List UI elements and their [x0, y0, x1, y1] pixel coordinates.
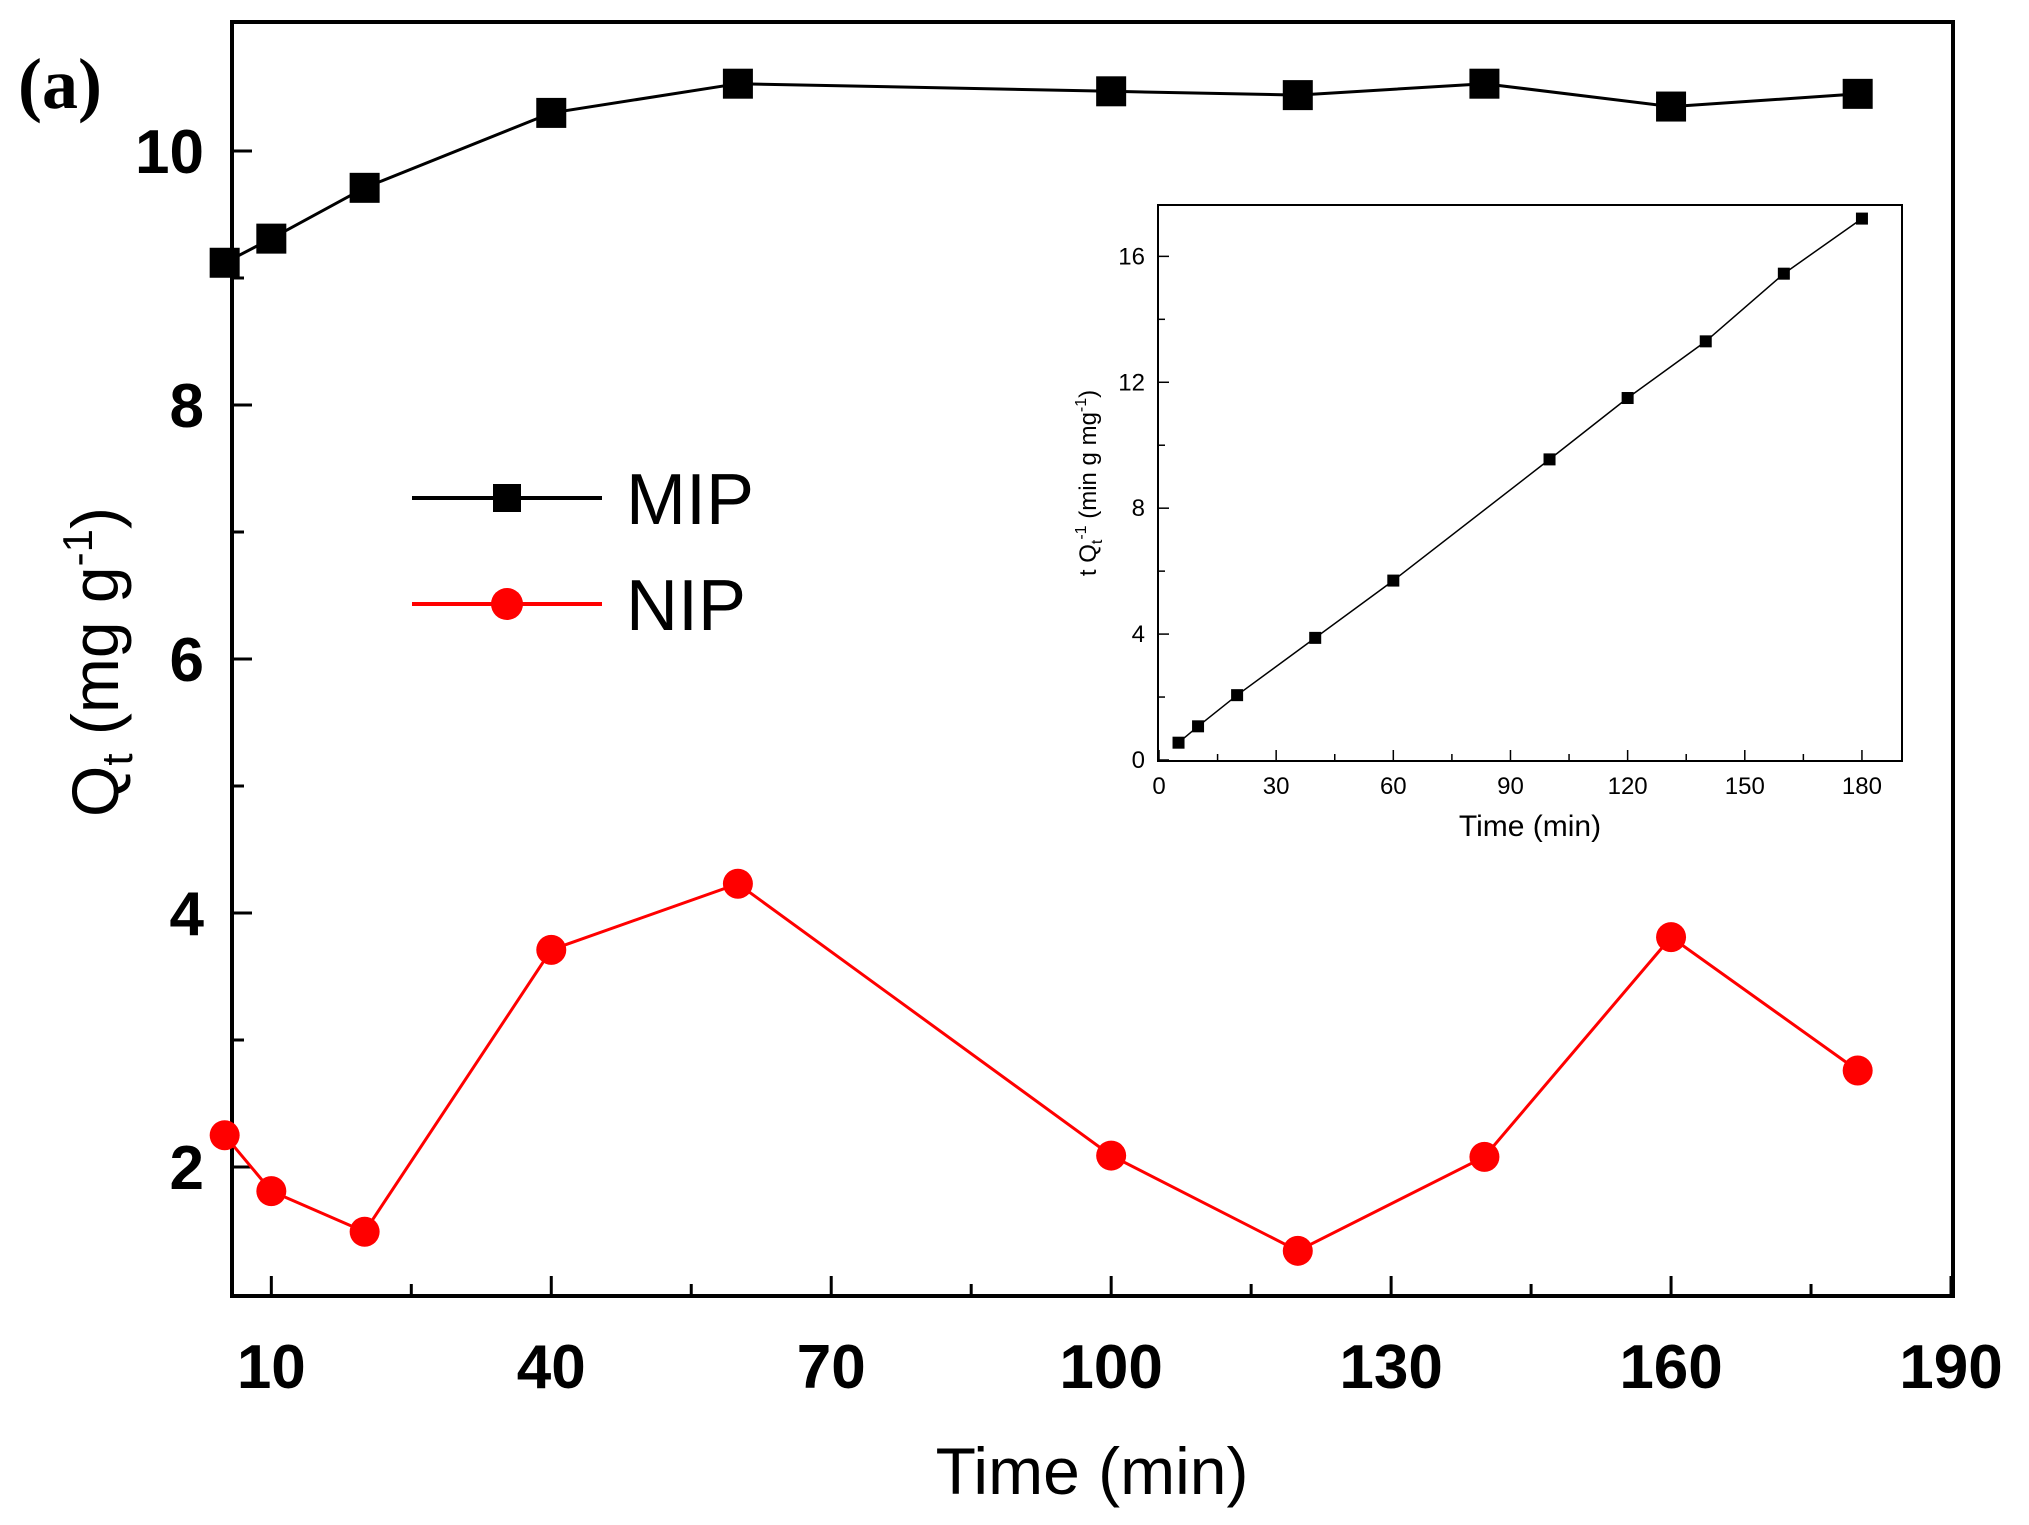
inset-x-tick-label: 150	[1725, 773, 1765, 800]
main-x-tick-label: 100	[1059, 1333, 1162, 1402]
main-series-line-mip	[224, 82, 1858, 265]
main-x-tick-label: 160	[1619, 1333, 1722, 1402]
main-point-nip	[536, 934, 567, 965]
inset-point-t-qt	[1309, 631, 1322, 644]
main-x-tick-label: 70	[797, 1333, 866, 1402]
inset-x-tick-label: 30	[1263, 773, 1290, 800]
inset-point-t-qt	[1387, 574, 1400, 587]
main-point-mip	[1096, 76, 1127, 107]
inset-point-t-qt	[1543, 453, 1556, 466]
main-point-mip	[536, 97, 567, 128]
legend-label-mip: MIP	[626, 460, 754, 540]
inset-point-t-qt	[1172, 736, 1185, 749]
legend-marker-mip	[493, 484, 521, 512]
main-plot-frame	[230, 20, 1955, 1298]
main-point-mip	[256, 223, 287, 254]
inset-y-tick-label: 0	[1132, 747, 1145, 774]
panel-label: (a)	[18, 44, 102, 124]
main-x-tick-label: 190	[1899, 1333, 2002, 1402]
main-point-nip	[1469, 1141, 1500, 1172]
inset-y-tick-label: 8	[1132, 495, 1145, 522]
inset-point-t-qt	[1777, 267, 1790, 280]
inset-x-tick-label: 60	[1380, 773, 1407, 800]
main-point-nip	[209, 1120, 240, 1151]
main-point-mip	[1842, 78, 1873, 109]
main-y-tick-label: 2	[170, 1134, 204, 1203]
main-x-tick-label: 40	[517, 1333, 586, 1402]
main-point-nip	[349, 1216, 380, 1247]
inset-point-t-qt	[1231, 689, 1244, 702]
inset-y-tick-label: 4	[1132, 621, 1145, 648]
inset-x-tick-label: 0	[1152, 773, 1165, 800]
legend-marker-nip	[491, 588, 523, 620]
main-y-tick-label: 6	[170, 626, 204, 695]
main-point-nip	[1656, 922, 1687, 953]
main-y-tick-label: 8	[170, 372, 204, 441]
main-series-line-nip	[223, 882, 1859, 1253]
inset-series-line-t-qt	[1178, 217, 1863, 744]
legend: MIP NIP	[412, 460, 754, 646]
inset-point-t-qt	[1699, 335, 1712, 348]
main-y-tick-label: 4	[170, 880, 205, 949]
main-point-nip	[1096, 1140, 1127, 1171]
inset-y-tick-label: 16	[1118, 243, 1145, 270]
main-point-mip	[209, 247, 240, 278]
main-x-tick-label: 130	[1339, 1333, 1442, 1402]
main-y-tick-label: 10	[135, 118, 204, 187]
inset-point-t-qt	[1621, 392, 1634, 405]
main-point-mip	[349, 172, 380, 203]
inset-series	[1172, 212, 1868, 749]
main-point-mip	[1469, 68, 1500, 99]
main-x-axis-label: Time (min)	[936, 1434, 1249, 1508]
main-point-mip	[1656, 91, 1687, 122]
inset-x-tick-label: 180	[1842, 773, 1882, 800]
main-y-axis-label: Qt (mg g-1)	[54, 507, 142, 817]
inset-plot-frame	[1157, 204, 1903, 762]
inset-x-axis-label: Time (min)	[1459, 810, 1601, 843]
inset-point-t-qt	[1192, 720, 1205, 733]
inset-y-tick-label: 12	[1118, 369, 1145, 396]
inset-ticks: 0 30 60 90 120 150 180 0 4 8 12 16	[1118, 243, 1882, 800]
inset-point-t-qt	[1855, 212, 1868, 225]
main-point-nip	[256, 1176, 287, 1207]
legend-label-nip: NIP	[626, 566, 746, 646]
main-point-mip	[1282, 80, 1313, 111]
main-x-tick-label: 10	[237, 1333, 306, 1402]
inset-y-axis-label: t Qt-1 (min g mg-1)	[1073, 390, 1106, 576]
main-point-nip	[1282, 1235, 1313, 1266]
inset-x-tick-label: 90	[1497, 773, 1524, 800]
main-point-nip	[722, 868, 753, 899]
main-series	[209, 68, 1873, 1266]
main-point-nip	[1842, 1055, 1873, 1086]
inset-x-tick-label: 120	[1608, 773, 1648, 800]
main-point-mip	[722, 68, 753, 99]
inset-chart: 0 30 60 90 120 150 180 0 4 8 12 16 Time (min) t Qt-…	[1073, 204, 1903, 843]
